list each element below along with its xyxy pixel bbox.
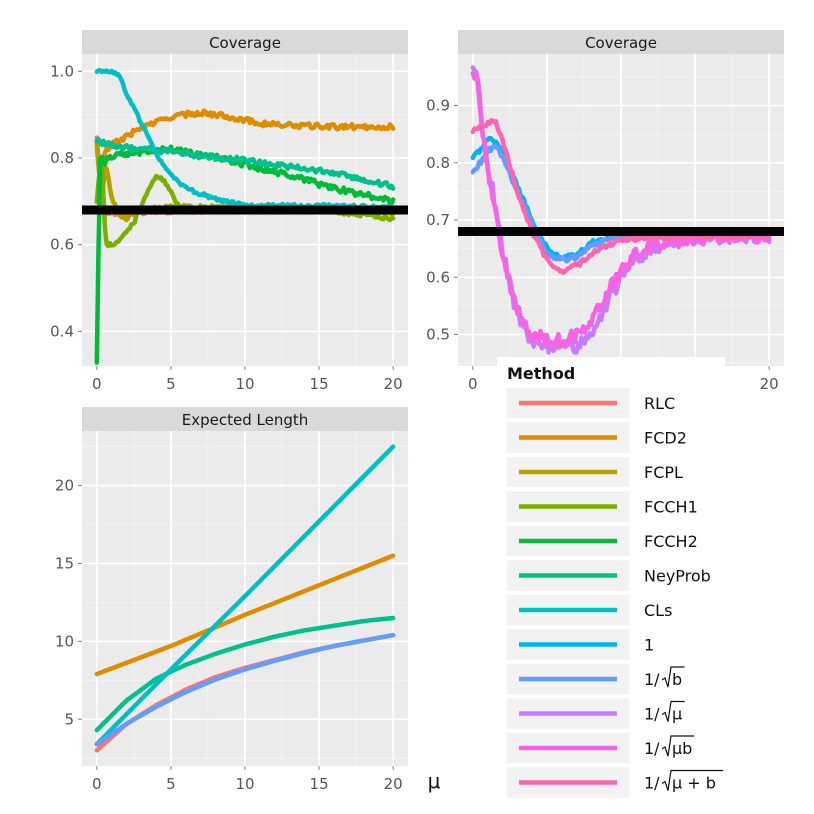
legend-item-rlc: RLC [505,386,675,420]
series-line-neyprob [94,615,396,733]
panel-title: Coverage [209,34,281,52]
legend-label: FCD2 [644,429,687,448]
y-tick-label: 0.9 [426,97,450,115]
series-line-fcd2 [94,108,396,180]
legend-label-numerator: 1/ [644,670,660,689]
legend-item-cls: CLs [505,593,672,627]
legend-label: μ + b [672,774,716,793]
sqrt-radical [661,700,685,722]
legend-item-fcpl: FCPL [505,455,683,489]
legend-label: 1 [644,636,654,655]
legend-title: Method [507,364,575,383]
y-tick-label: 20 [55,477,74,495]
legend-label-numerator: 1/ [644,739,660,758]
legend-label: FCCH1 [644,498,698,517]
x-tick-label: 10 [235,375,254,393]
x-tick-label: 20 [384,775,403,793]
panel-strip [458,30,784,54]
x-tick-label: 20 [384,375,403,393]
legend-item-1-sqrt-mu: 1/μ [505,696,685,731]
x-tick-label: 10 [235,775,254,793]
y-tick-label: 0.7 [426,211,450,229]
y-tick-label: 0.5 [426,326,450,344]
series-line-cls [94,444,396,747]
y-tick-label: 0.6 [50,236,74,254]
y-tick-label: 0.6 [426,268,450,286]
legend-item-1-sqrt-b: 1/b [505,662,685,696]
y-tick-label: 5 [64,710,74,728]
coverage-right-panel: Coverage 0.5 0.6 0.7 0.8 0.9 0 20 [426,30,784,393]
series-line-fcd2 [94,553,396,677]
legend-item-1-sqrt-mu-b: 1/μb [505,731,695,765]
legend-item-1: 1 [505,627,654,662]
y-tick-label: 0.8 [50,149,74,167]
sqrt-radical [661,735,695,757]
y-tick-label: 1.0 [50,62,74,80]
x-tick-label: 5 [166,375,176,393]
legend-label-numerator: 1/ [644,705,660,724]
sqrt-radical [661,666,685,688]
x-tick-label: 0 [468,375,478,393]
x-tick-label: 15 [310,775,329,793]
legend-label: FCCH2 [644,532,698,551]
y-tick-label: 0.8 [426,154,450,172]
x-tick-label: 15 [310,375,329,393]
panel-strip [82,30,408,54]
legend-label: b [672,670,682,689]
legend-label: μb [672,739,692,758]
legend-label: μ [672,705,682,724]
legend-item-fcd2: FCD2 [505,420,687,455]
series-line-neyprob [94,136,396,191]
panel-title: Coverage [585,34,657,52]
legend-item-neyprob: NeyProb [505,558,711,593]
sqrt-radical [661,769,723,791]
legend-label: NeyProb [644,567,711,586]
legend-label: FCPL [644,463,683,482]
y-tick-label: 10 [55,632,74,650]
legend-label: RLC [644,394,675,413]
x-tick-label: 0 [92,775,102,793]
x-tick-label: 20 [760,375,779,393]
series-group [94,444,396,753]
panel-title: Expected Length [182,411,309,429]
legend-item-fcch2: FCCH2 [505,524,698,558]
series-line-1-sqrt-b [94,632,396,747]
y-tick-label: 15 [55,554,74,572]
legend: Method RLC FCD2 FCPL FCCH1 FCCH2 NeyProb CLs 1 1/… [497,357,725,814]
legend-item-1-sqrt-mu-b: 1/μ + b [505,765,723,800]
y-tick-label: 0.4 [50,322,74,340]
x-tick-label: 5 [166,775,176,793]
x-tick-label: 0 [92,375,102,393]
legend-item-fcch1: FCCH1 [505,489,698,524]
expected-length-panel: Expected Length 5 10 15 20 0 5 10 15 20 [55,407,408,793]
x-axis-label: μ [428,769,441,793]
panel-strip [82,407,408,431]
coverage-left-panel: Coverage 0.4 0.6 0.8 1.0 0 5 10 15 20 [50,30,408,393]
legend-label: CLs [644,601,672,620]
legend-label-numerator: 1/ [644,774,660,793]
